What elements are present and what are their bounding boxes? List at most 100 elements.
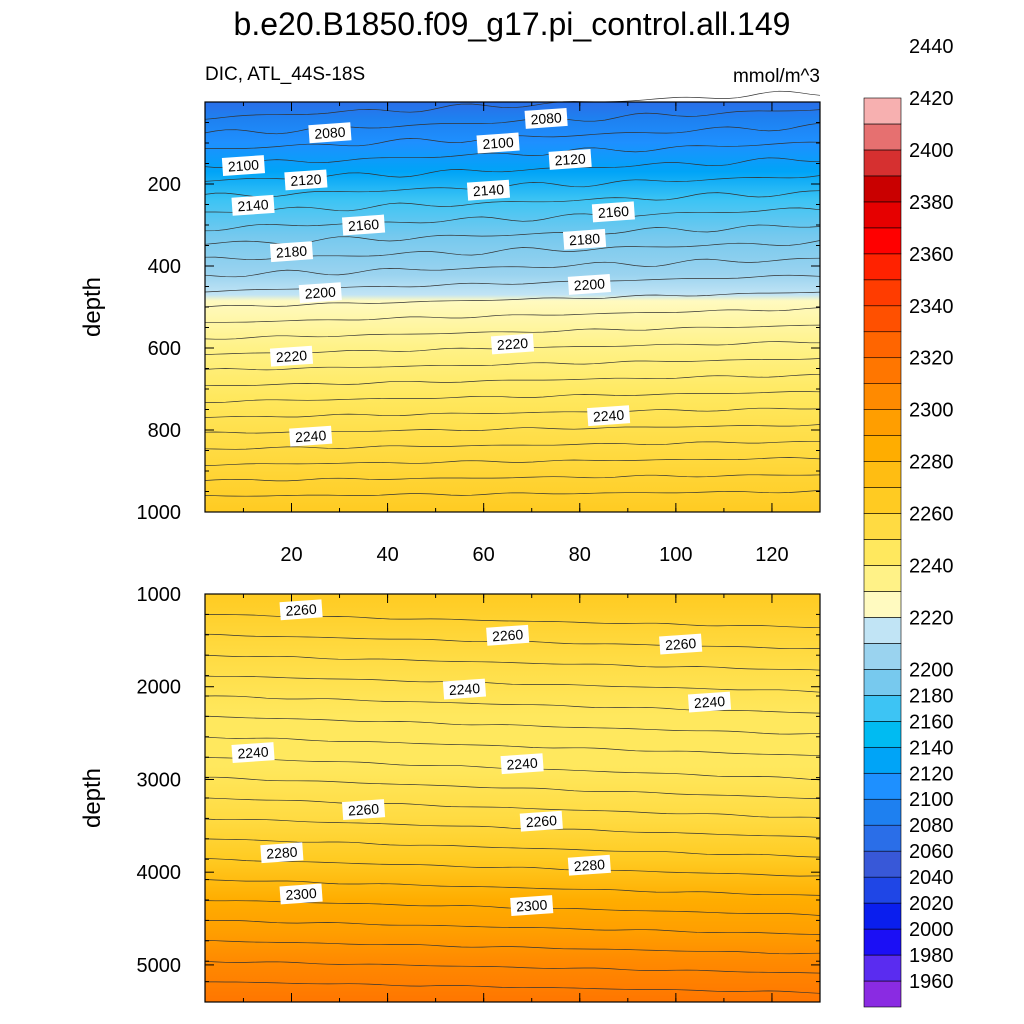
colorbar-swatch: [863, 824, 902, 852]
colorbar-swatch: [863, 539, 902, 566]
colorbar-label: 2280: [909, 452, 954, 474]
contour-label-bg: [284, 169, 328, 191]
y-tick-label: 400: [148, 256, 181, 278]
contour-label: 2220: [490, 333, 535, 355]
contour-label: 2100: [221, 155, 266, 176]
colorbar-label: 2300: [909, 400, 954, 422]
x-tick-label: 60: [473, 544, 495, 566]
contour-line: [204, 736, 821, 757]
y-tick-label: 2000: [137, 677, 182, 699]
contour-label-bg: [519, 810, 563, 832]
field-fill: [205, 594, 820, 1002]
colorbar-label: 2220: [909, 607, 954, 629]
colorbar-label: 2120: [909, 763, 954, 785]
colorbar-swatch: [863, 331, 902, 359]
contour-label-bg: [231, 194, 275, 216]
contour-label: 2240: [500, 753, 544, 775]
contour-label-text: 2120: [290, 171, 322, 189]
contour-label: 2300: [279, 883, 323, 905]
contour-label: 2200: [567, 274, 611, 295]
field-fill: [205, 102, 820, 512]
contour-line: [204, 818, 821, 838]
colorbar-swatch: [863, 175, 902, 203]
contour-label-text: 2080: [530, 109, 562, 127]
x-tick-label: 100: [659, 544, 692, 566]
colorbar-label: 2200: [909, 659, 954, 681]
colorbar-swatch: [863, 97, 902, 125]
y-axis-label: depth: [79, 277, 106, 337]
colorbar-label: 2080: [909, 815, 954, 837]
contour-label: 2260: [341, 799, 386, 821]
contour-label-bg: [260, 842, 304, 864]
contour-label: 2080: [524, 107, 568, 129]
contour-line: [205, 920, 821, 935]
colorbar-label: 2040: [909, 867, 954, 889]
contour-label-text: 2140: [237, 196, 269, 214]
contour-label-text: 2260: [285, 601, 317, 619]
contour-line: [204, 207, 821, 232]
contour-label: 2180: [562, 228, 607, 250]
colorbar-label: 2180: [909, 685, 954, 707]
contour-label-text: 2260: [492, 626, 524, 644]
colorbar-label: 2240: [909, 555, 954, 577]
colorbar-label: 2440: [909, 36, 954, 58]
contour-label-bg: [687, 691, 732, 713]
contour-label-bg: [289, 425, 333, 447]
colorbar-swatch: [863, 513, 902, 540]
contour-label-text: 2240: [237, 743, 269, 761]
contour-line: [204, 675, 821, 693]
contour-label-text: 2160: [347, 216, 379, 234]
contour-line: [204, 858, 821, 877]
colorbar-swatch: [863, 305, 902, 333]
contour-line: [204, 90, 821, 120]
contour-line: [204, 457, 821, 466]
contour-label: 2260: [279, 599, 323, 621]
y-axis-label: depth: [79, 768, 106, 828]
contour-label-text: 2260: [347, 801, 379, 819]
contour-label-bg: [490, 333, 535, 355]
contour-label: 2160: [591, 201, 635, 223]
contour-label: 2280: [567, 854, 611, 876]
contour-label-text: 2240: [506, 755, 538, 773]
contour-label-bg: [269, 241, 314, 263]
contour-label-bg: [442, 678, 487, 700]
chart-title: b.e20.B1850.f09_g17.pi_control.all.149: [233, 6, 791, 42]
contour-line: [204, 291, 821, 308]
colorbar-swatch: [863, 149, 902, 177]
contour-line: [204, 391, 821, 403]
contour-line: [204, 490, 821, 497]
colorbar-swatch: [863, 954, 902, 982]
contour-label-text: 2280: [573, 856, 605, 874]
colorbar-swatch: [863, 928, 902, 956]
contour-label-text: 2240: [693, 693, 725, 711]
contour-label-bg: [591, 201, 635, 223]
colorbar-swatch: [863, 409, 902, 436]
contour-label-text: 2180: [275, 243, 307, 261]
contour-label-bg: [524, 107, 568, 129]
contour-label-text: 2200: [573, 275, 605, 293]
colorbar-label: 2160: [909, 711, 954, 733]
contour-line: [205, 981, 821, 994]
colorbar-swatch: [863, 643, 902, 670]
contour-label-bg: [269, 345, 314, 367]
contour-line: [204, 474, 821, 482]
colorbar-swatch: [863, 772, 902, 800]
colorbar-swatch: [863, 383, 902, 410]
colorbar-label: 2340: [909, 296, 954, 318]
colorbar-label: 2380: [909, 192, 954, 214]
colorbar-swatch: [863, 980, 902, 1008]
y-tick-label: 1000: [137, 502, 182, 524]
contour-line: [204, 373, 821, 387]
colorbar-swatch: [863, 201, 902, 229]
y-tick-label: 5000: [137, 955, 182, 977]
contour-line: [204, 797, 821, 818]
contour-label: 2160: [341, 214, 386, 236]
contour-label-bg: [279, 599, 323, 621]
y-tick-label: 800: [148, 420, 181, 442]
colorbar-label: 2260: [909, 504, 954, 526]
colorbar-swatch: [863, 227, 902, 255]
contour-label: 2200: [298, 282, 342, 304]
contour-label: 2280: [260, 842, 304, 864]
contour-line: [204, 940, 821, 955]
